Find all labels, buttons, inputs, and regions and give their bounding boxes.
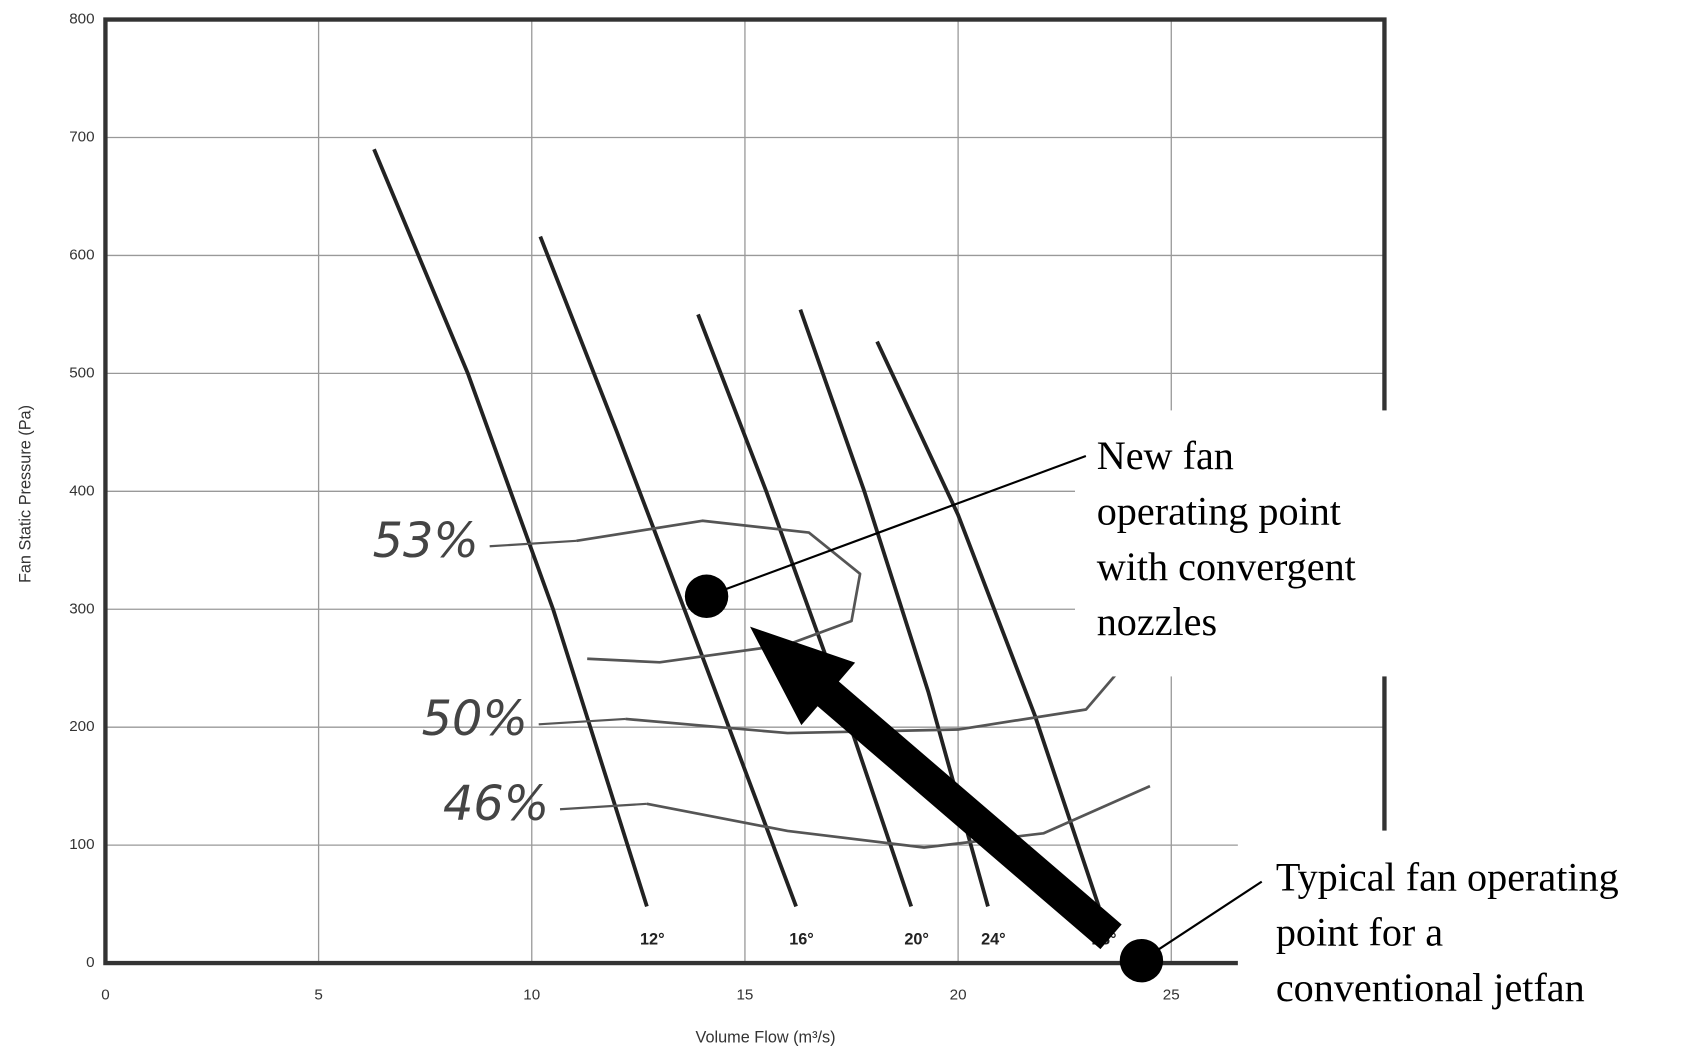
- curve-label: 24°: [981, 930, 1006, 948]
- callout-text: Typical fan operating: [1276, 854, 1619, 899]
- y-tick-label: 500: [69, 364, 94, 381]
- callout-text: with convergent: [1097, 544, 1356, 589]
- fan-curve: [698, 314, 911, 906]
- fan-curve: [540, 237, 796, 907]
- y-tick-label: 100: [69, 836, 94, 853]
- chart: Volume Flow (m³/s) Fan Static Pressure (…: [0, 0, 1694, 1051]
- x-tick-label: 20: [950, 987, 967, 1004]
- x-tick-label: 25: [1163, 987, 1180, 1004]
- efficiency-label: 53%: [373, 514, 479, 569]
- y-tick-label: 800: [69, 11, 94, 28]
- y-tick-label: 300: [69, 600, 94, 617]
- y-tick-label: 400: [69, 482, 94, 499]
- callout-leader: [707, 456, 1086, 596]
- efficiency-leader: [560, 804, 647, 809]
- x-tick-label: 0: [101, 987, 109, 1004]
- page: {"chart_data": { "type": "line", "x_labe…: [0, 0, 1694, 1051]
- callout-text: nozzles: [1097, 599, 1217, 644]
- operating-point: [685, 575, 728, 618]
- y-tick-label: 600: [69, 246, 94, 263]
- efficiency-leader: [490, 541, 577, 546]
- callout-text: New fan: [1097, 433, 1234, 478]
- y-tick-label: 0: [86, 954, 94, 971]
- x-axis-label: Volume Flow (m³/s): [696, 1028, 836, 1046]
- callout-text: operating point: [1097, 488, 1341, 533]
- callout-text: point for a: [1276, 910, 1443, 955]
- efficiency-label: 50%: [422, 692, 528, 747]
- x-tick-label: 10: [523, 987, 540, 1004]
- callout-text: conventional jetfan: [1276, 965, 1585, 1010]
- x-tick-label: 5: [314, 987, 322, 1004]
- curve-label: 16°: [789, 930, 814, 948]
- y-tick-label: 200: [69, 718, 94, 735]
- x-tick-label: 15: [736, 987, 753, 1004]
- operating-point: [1120, 939, 1163, 982]
- y-tick-label: 700: [69, 128, 94, 145]
- efficiency-label: 46%: [443, 777, 549, 832]
- curve-label: 12°: [640, 930, 665, 948]
- curve-label: 20°: [904, 930, 929, 948]
- efficiency-leader: [539, 719, 626, 724]
- arrow: [750, 627, 1122, 949]
- y-axis-label: Fan Static Pressure (Pa): [17, 405, 35, 583]
